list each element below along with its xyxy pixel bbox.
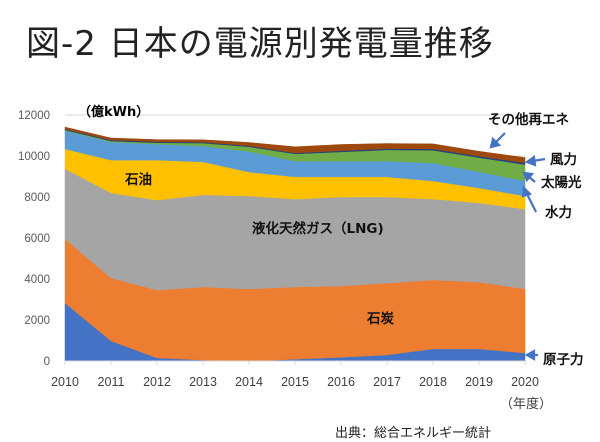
label-solar: 太陽光 (541, 174, 582, 191)
x-tick-label: 2015 (281, 375, 309, 389)
label-other-renewables: その他再エネ (488, 111, 569, 128)
x-axis-unit-label: （年度） (499, 397, 552, 412)
arrow-head-wind (524, 155, 537, 167)
source-note: 出典：総合エネルギー統計 (335, 426, 492, 441)
arrow-head-other-renewables (489, 136, 502, 149)
y-tick-label: 6000 (24, 233, 50, 245)
x-tick-label: 2014 (235, 375, 263, 389)
x-tick-label: 2011 (98, 375, 125, 389)
label-wind: 風力 (550, 151, 577, 168)
y-tick-label: 0 (44, 356, 50, 368)
arrow-head-solar (522, 171, 535, 183)
y-tick-label: 12000 (18, 110, 50, 122)
label-oil: 石油 (124, 171, 152, 188)
label-nuclear: 原子力 (543, 351, 584, 368)
x-tick-label: 2013 (189, 375, 217, 389)
label-coal: 石炭 (366, 310, 394, 327)
y-tick-label: 10000 (18, 151, 50, 163)
area-series-7 (64, 126, 526, 164)
arrow-head-nuclear (524, 349, 536, 361)
arrow-head-hydro (521, 185, 533, 198)
x-tick-label: 2017 (373, 375, 401, 389)
x-tick-label: 2020 (511, 375, 539, 389)
y-tick-label: 2000 (24, 315, 50, 327)
y-tick-label: 4000 (24, 274, 50, 286)
y-axis: 0 2000 4000 6000 8000 10000 12000 (18, 110, 50, 368)
x-tick-label: 2012 (143, 375, 171, 389)
x-axis: 2010 2011 2012 2013 2014 2015 2016 2017 2018 2019… (51, 360, 539, 389)
y-tick-label: 8000 (24, 192, 50, 204)
label-hydro: 水力 (545, 204, 572, 221)
label-lng: 液化天然ガス（LNG) (252, 220, 384, 237)
x-tick-label: 2016 (327, 375, 355, 389)
y-axis-unit-label: （億kWh） (78, 104, 149, 120)
chart-title: 図-2 日本の電源別発電量推移 (26, 24, 494, 64)
x-tick-label: 2018 (419, 375, 447, 389)
area-series (64, 126, 526, 362)
x-tick-label: 2019 (465, 375, 493, 389)
x-tick-label: 2010 (51, 375, 79, 389)
annotation-arrows (489, 132, 546, 361)
